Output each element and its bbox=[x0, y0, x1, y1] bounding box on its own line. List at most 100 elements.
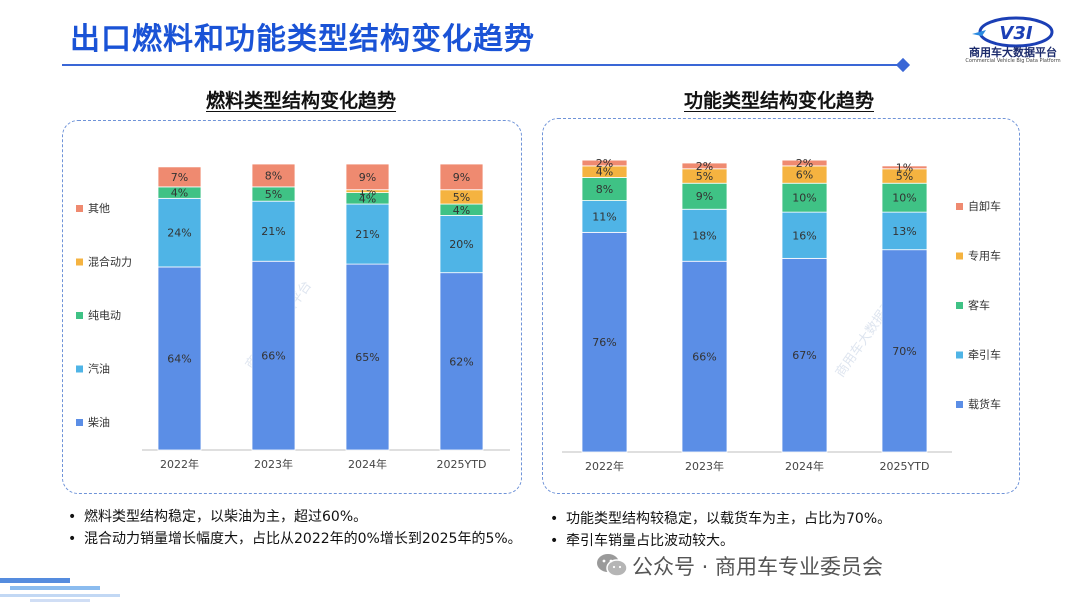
bar-segment-载货车-2023年 bbox=[681, 260, 728, 453]
legend-swatch-客车 bbox=[956, 302, 963, 309]
wechat-icon bbox=[597, 554, 628, 577]
bar-segment-自卸车-2022年 bbox=[581, 159, 628, 167]
fuel-notes: 燃料类型结构稳定，以柴油为主，超过60%。 混合动力销量增长幅度大，占比从202… bbox=[66, 506, 526, 550]
legend-swatch-其他 bbox=[76, 205, 83, 212]
data-label-牵引车-2023年: 18% bbox=[692, 229, 716, 242]
logo-mark: V3I bbox=[999, 23, 1032, 44]
data-label-纯电动-2025YTD: 4% bbox=[453, 204, 470, 217]
data-label-汽油-2023年: 21% bbox=[261, 225, 285, 238]
bar-segment-自卸车-2023年 bbox=[681, 162, 728, 170]
logo-subtext: Commercial Vehicle Big Data Platform bbox=[965, 58, 1061, 64]
fuel-chart-title: 燃料类型结构变化趋势 bbox=[206, 90, 397, 112]
fuel-chart-frame bbox=[62, 120, 522, 494]
bar-segment-柴油-2024年 bbox=[345, 263, 390, 451]
data-label-载货车-2025YTD: 70% bbox=[892, 345, 916, 358]
bar-segment-载货车-2025YTD bbox=[881, 249, 928, 453]
x-tick-label: 2025YTD bbox=[880, 460, 930, 473]
legend-label-柴油: 柴油 bbox=[88, 415, 110, 429]
data-label-自卸车-2024年: 2% bbox=[796, 157, 813, 170]
data-label-混合动力-2025YTD: 5% bbox=[453, 191, 470, 204]
data-label-其他-2022年: 7% bbox=[171, 171, 188, 184]
bar-segment-汽油-2025YTD bbox=[439, 215, 484, 274]
legend-swatch-汽油 bbox=[76, 365, 83, 373]
legend-swatch-牵引车 bbox=[956, 351, 963, 359]
data-label-载货车-2022年: 76% bbox=[592, 336, 616, 349]
legend-label-纯电动: 纯电动 bbox=[88, 309, 121, 322]
legend-swatch-载货车 bbox=[956, 401, 963, 408]
legend-swatch-自卸车 bbox=[956, 203, 963, 210]
x-tick-label: 2025YTD bbox=[437, 458, 487, 471]
bar-segment-其他-2025YTD bbox=[439, 163, 484, 191]
function-chart-title: 功能类型结构变化趋势 bbox=[684, 90, 875, 112]
data-label-载货车-2023年: 66% bbox=[692, 351, 716, 364]
bar-segment-自卸车-2025YTD bbox=[881, 165, 928, 170]
legend-label-自卸车: 自卸车 bbox=[968, 199, 1001, 213]
logo-icon: V3I bbox=[972, 16, 1054, 48]
footer-account: 公众号 · 商用车专业委员会 bbox=[632, 555, 884, 579]
legend-label-其他: 其他 bbox=[88, 202, 110, 215]
legend-label-载货车: 载货车 bbox=[968, 397, 1001, 411]
data-label-汽油-2024年: 21% bbox=[355, 228, 379, 241]
data-label-汽油-2025YTD: 20% bbox=[449, 238, 473, 251]
fuel-note-1: 燃料类型结构稳定，以柴油为主，超过60%。 bbox=[66, 506, 526, 528]
bar-segment-客车-2024年 bbox=[781, 182, 828, 213]
data-label-专用车-2025YTD: 5% bbox=[896, 170, 913, 183]
bar-segment-载货车-2022年 bbox=[581, 231, 628, 453]
bar-segment-其他-2022年 bbox=[157, 166, 202, 188]
page-title: 出口燃料和功能类型结构变化趋势 bbox=[70, 22, 535, 57]
legend-swatch-纯电动 bbox=[76, 312, 83, 319]
data-label-柴油-2025YTD: 62% bbox=[449, 355, 473, 368]
x-tick-label: 2022年 bbox=[160, 457, 199, 471]
data-label-自卸车-2022年: 2% bbox=[596, 157, 613, 170]
legend-swatch-专用车 bbox=[956, 252, 963, 260]
data-label-专用车-2024年: 6% bbox=[796, 169, 813, 182]
function-type-chart: 商用车大数据平台76%11%8%4%2%2022年66%18%9%5%2%202… bbox=[562, 157, 1001, 473]
bar-segment-汽油-2023年 bbox=[251, 200, 296, 262]
bar-segment-牵引车-2023年 bbox=[681, 208, 728, 262]
function-notes: 功能类型结构较稳定，以载货车为主，占比为70%。 牵引车销量占比波动较大。 bbox=[548, 508, 968, 552]
data-label-载货车-2024年: 67% bbox=[792, 349, 816, 362]
data-label-专用车-2022年: 4% bbox=[596, 166, 613, 179]
data-label-纯电动-2022年: 4% bbox=[171, 187, 188, 200]
function-chart-frame bbox=[542, 118, 1020, 494]
data-label-客车-2024年: 10% bbox=[792, 192, 816, 205]
data-label-专用车-2023年: 5% bbox=[696, 170, 713, 183]
x-tick-label: 2024年 bbox=[348, 457, 387, 471]
bar-segment-牵引车-2025YTD bbox=[881, 211, 928, 251]
data-label-牵引车-2025YTD: 13% bbox=[892, 225, 916, 238]
x-tick-label: 2022年 bbox=[585, 459, 624, 473]
fuel-type-chart: 商用车大数据平台64%24%4%7%2022年66%21%5%8%2023年65… bbox=[76, 163, 510, 471]
data-label-纯电动-2024年: 4% bbox=[359, 192, 376, 205]
data-label-其他-2025YTD: 9% bbox=[453, 171, 470, 184]
title-divider-dot bbox=[895, 57, 911, 73]
data-label-柴油-2022年: 64% bbox=[167, 352, 191, 365]
bar-segment-客车-2025YTD bbox=[881, 182, 928, 213]
bar-segment-柴油-2025YTD bbox=[439, 272, 484, 451]
fuel-note-2: 混合动力销量增长幅度大，占比从2022年的0%增长到2025年的5%。 bbox=[66, 528, 526, 550]
bar-segment-柴油-2023年 bbox=[251, 260, 296, 451]
bar-segment-牵引车-2022年 bbox=[581, 200, 628, 233]
x-tick-label: 2023年 bbox=[254, 457, 293, 471]
legend-swatch-混合动力 bbox=[76, 258, 83, 266]
data-label-其他-2023年: 8% bbox=[265, 169, 282, 182]
bar-segment-客车-2023年 bbox=[681, 182, 728, 210]
bar-segment-汽油-2022年 bbox=[157, 197, 202, 268]
legend-label-牵引车: 牵引车 bbox=[968, 348, 1001, 362]
legend-swatch-柴油 bbox=[76, 419, 83, 426]
data-label-汽油-2022年: 24% bbox=[167, 227, 191, 240]
speed-lines-decoration bbox=[0, 578, 120, 602]
x-tick-label: 2024年 bbox=[785, 459, 824, 473]
data-label-纯电动-2023年: 5% bbox=[265, 188, 282, 201]
data-label-客车-2023年: 9% bbox=[696, 190, 713, 203]
bar-segment-自卸车-2024年 bbox=[781, 159, 828, 167]
bar-segment-其他-2023年 bbox=[251, 163, 296, 188]
data-label-其他-2024年: 9% bbox=[359, 171, 376, 184]
logo-text: 商用车大数据平台 bbox=[969, 46, 1057, 59]
data-label-柴油-2023年: 66% bbox=[261, 350, 285, 363]
x-tick-label: 2023年 bbox=[685, 459, 724, 473]
data-label-自卸车-2025YTD: 1% bbox=[896, 161, 913, 174]
legend-label-专用车: 专用车 bbox=[968, 249, 1001, 263]
bar-segment-牵引车-2024年 bbox=[781, 211, 828, 259]
function-note-2: 牵引车销量占比波动较大。 bbox=[548, 530, 968, 552]
data-label-牵引车-2024年: 16% bbox=[792, 229, 816, 242]
